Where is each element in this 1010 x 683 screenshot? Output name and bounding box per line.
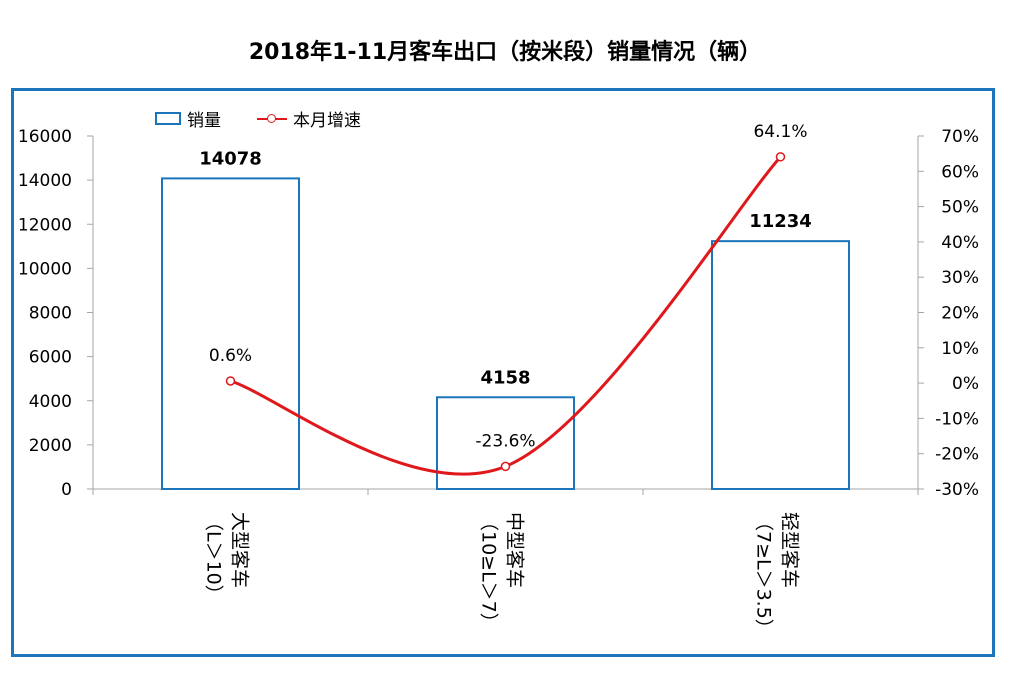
bar-value-label: 11234 bbox=[749, 211, 812, 232]
y-right-tick-label: 30% bbox=[941, 268, 979, 288]
y-right-tick-label: 0% bbox=[952, 374, 979, 394]
legend-sales-label: 销量 bbox=[187, 110, 221, 131]
chart-legend: 销量 本月增速 bbox=[155, 105, 397, 131]
x-category-range: （7≥L＞3.5） bbox=[753, 512, 775, 638]
x-category-label: 中型客车（10≥L＞7） bbox=[478, 512, 526, 632]
y-left-tick-label: 8000 bbox=[29, 304, 72, 324]
y-right-tick-label: 40% bbox=[941, 233, 979, 253]
y-right-tick-label: 50% bbox=[941, 198, 979, 218]
x-category-range: （L＞10） bbox=[203, 512, 225, 604]
x-category-name: 中型客车 bbox=[504, 512, 526, 588]
bar-value-label: 14078 bbox=[199, 148, 262, 169]
y-left-tick-label: 12000 bbox=[18, 215, 72, 235]
y-left-tick-label: 16000 bbox=[18, 127, 72, 147]
legend-bar-swatch bbox=[155, 111, 181, 125]
bar bbox=[161, 177, 300, 491]
growth-value-label: 0.6% bbox=[209, 346, 252, 366]
y-right-tick-label: 20% bbox=[941, 304, 979, 324]
y-right-tick-label: 10% bbox=[941, 339, 979, 359]
y-left-tick-label: 6000 bbox=[29, 348, 72, 368]
bar-value-label: 4158 bbox=[480, 367, 530, 388]
y-right-tick-label: -30% bbox=[935, 480, 979, 500]
legend-line-swatch bbox=[257, 112, 287, 125]
growth-point bbox=[225, 376, 236, 386]
chart-title: 2018年1-11月客车出口（按米段）销量情况（辆） bbox=[248, 40, 762, 65]
growth-point bbox=[775, 152, 786, 162]
x-category-range: （10≥L＞7） bbox=[478, 512, 500, 632]
y-right-tick-label: -20% bbox=[935, 445, 979, 465]
y-left-tick-label: 0 bbox=[61, 480, 72, 500]
growth-value-label: -23.6% bbox=[475, 431, 535, 451]
legend-growth-label: 本月增速 bbox=[293, 110, 361, 131]
y-left-tick-label: 14000 bbox=[18, 171, 72, 191]
y-left-tick-label: 4000 bbox=[29, 392, 72, 412]
growth-value-label: 64.1% bbox=[753, 122, 807, 142]
y-right-tick-label: 70% bbox=[941, 127, 979, 147]
x-category-name: 大型客车 bbox=[229, 512, 251, 588]
y-left-tick-label: 2000 bbox=[29, 436, 72, 456]
bar bbox=[711, 240, 850, 490]
y-right-tick-label: 60% bbox=[941, 162, 979, 182]
growth-line bbox=[230, 155, 782, 476]
y-right-tick-label: -10% bbox=[935, 409, 979, 429]
x-category-label: 大型客车（L＞10） bbox=[203, 512, 251, 604]
growth-point bbox=[500, 461, 511, 472]
legend-item-growth: 本月增速 bbox=[257, 106, 361, 131]
chart-frame bbox=[11, 88, 995, 657]
x-category-label: 轻型客车（7≥L＞3.5） bbox=[753, 512, 801, 638]
x-category-name: 轻型客车 bbox=[779, 512, 801, 588]
legend-item-sales: 销量 bbox=[155, 106, 221, 131]
y-left-tick-label: 10000 bbox=[18, 259, 72, 279]
